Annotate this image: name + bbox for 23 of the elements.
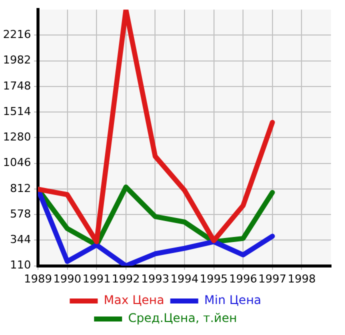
x-tick-label: 1989 (24, 272, 52, 286)
legend-label: Max Цена (104, 293, 164, 308)
y-tick-label: 1046 (2, 156, 31, 170)
y-tick-label: 1280 (2, 130, 31, 144)
legend-label: Min Цена (204, 293, 262, 308)
x-tick-label: 1990 (53, 272, 82, 286)
y-tick-label: 1982 (2, 54, 31, 67)
x-tick-label: 1991 (82, 272, 111, 286)
x-tick-label: 1997 (258, 272, 286, 286)
x-tick-label: 1993 (141, 272, 170, 286)
y-tick-label: 578 (10, 207, 31, 220)
y-tick-label: 2216 (2, 28, 31, 42)
legend-label: Сред.Цена, т.йен (128, 311, 237, 326)
x-tick-label: 1998 (288, 272, 316, 286)
y-tick-label: 1748 (2, 79, 31, 92)
y-tick-label: 344 (10, 233, 31, 246)
y-tick-label: 1514 (2, 104, 31, 118)
y-tick-label: 110 (10, 258, 31, 272)
y-tick-label: 812 (10, 182, 31, 195)
x-tick-label: 1995 (200, 272, 228, 286)
x-tick-label: 1994 (170, 272, 198, 286)
x-tick-label: 1992 (112, 272, 140, 286)
x-tick-label: 1996 (229, 272, 258, 286)
